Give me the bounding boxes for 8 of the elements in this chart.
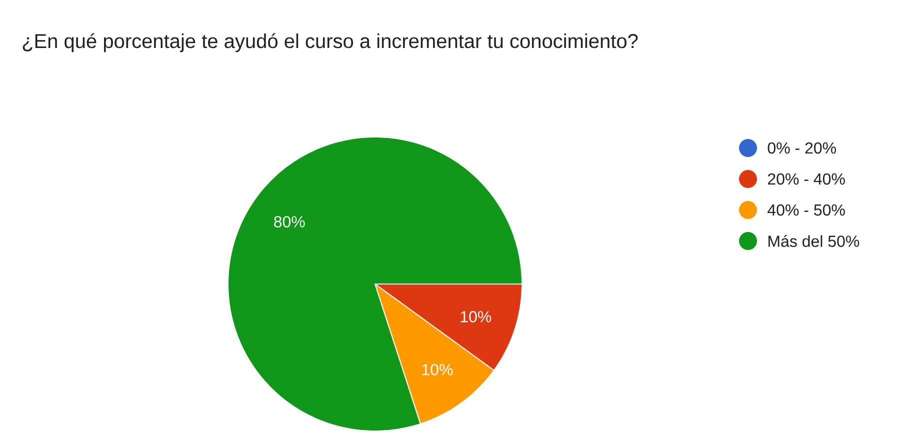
legend-label: Más del 50%	[768, 235, 860, 247]
data-label: 80%	[274, 216, 305, 228]
chart-title: ¿En qué porcentaje te ayudó el curso a incrementar tu conocimiento?	[22, 33, 638, 52]
data-label: 10%	[422, 364, 453, 376]
legend-label: 0% - 20%	[768, 142, 836, 154]
legend-label: 20% - 40%	[768, 173, 845, 185]
data-label: 10%	[460, 311, 492, 322]
legend-label: 40% - 50%	[768, 204, 845, 216]
